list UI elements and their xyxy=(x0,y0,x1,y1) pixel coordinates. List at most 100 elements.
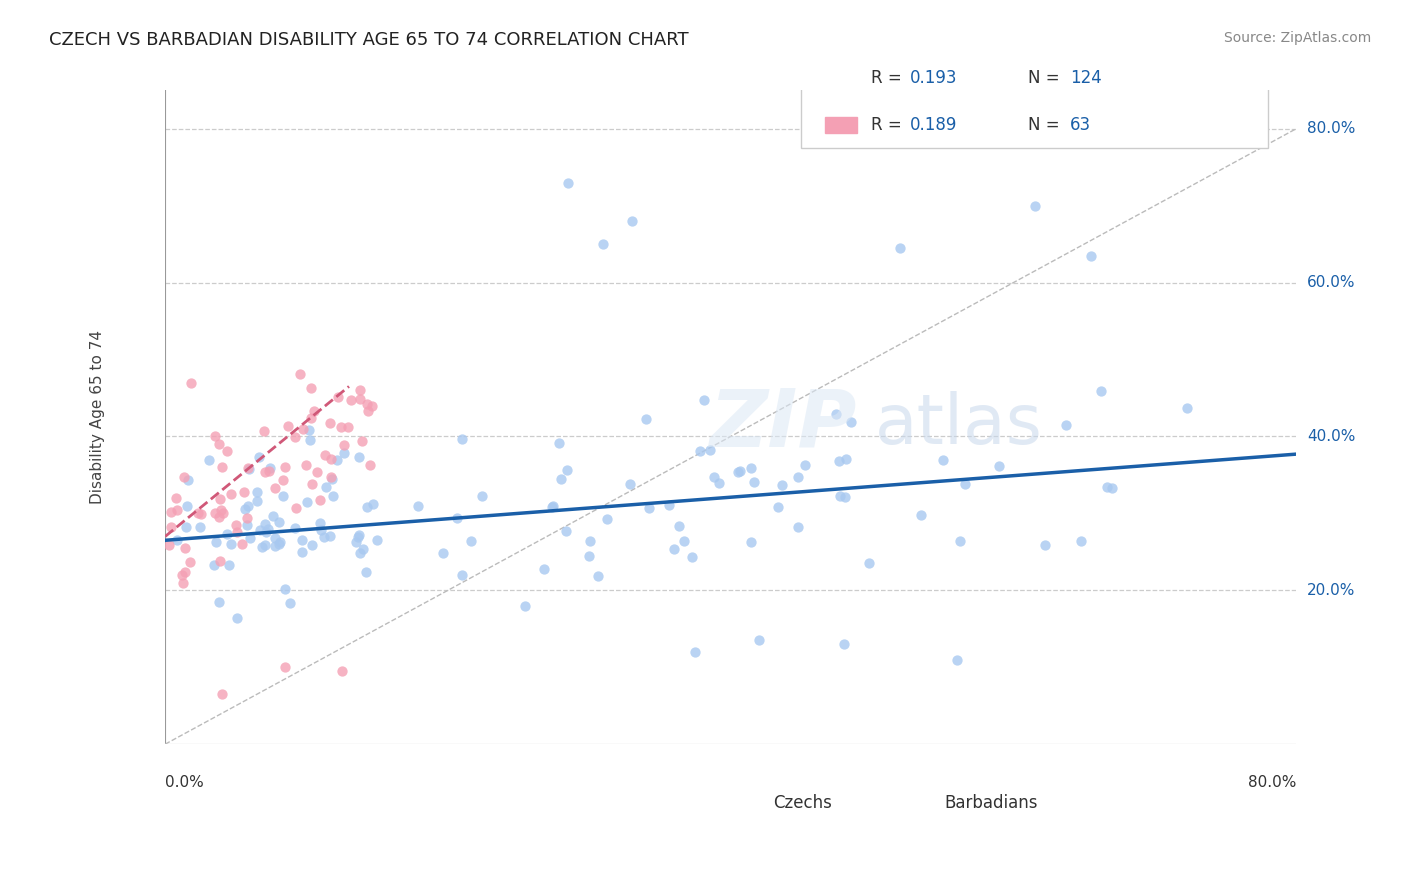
Point xyxy=(946,652,969,666)
Point xyxy=(309,523,332,537)
Point xyxy=(319,529,342,543)
Point xyxy=(766,500,789,514)
Point xyxy=(356,500,378,514)
Point xyxy=(352,541,374,556)
Point xyxy=(160,505,183,519)
Point xyxy=(208,437,231,451)
Point xyxy=(314,530,336,544)
Text: 20.0%: 20.0% xyxy=(1308,582,1355,598)
Point xyxy=(619,477,641,491)
Point xyxy=(592,237,614,252)
Point xyxy=(839,415,862,429)
Point xyxy=(347,528,370,542)
Point xyxy=(299,411,322,425)
Point xyxy=(689,444,711,458)
Point xyxy=(787,469,810,483)
Point xyxy=(748,633,770,648)
Point xyxy=(319,470,342,484)
Point xyxy=(209,554,232,568)
Point xyxy=(246,484,269,499)
Point xyxy=(547,436,569,450)
Point xyxy=(204,429,226,443)
Point xyxy=(366,533,388,547)
Point xyxy=(330,664,353,678)
Point xyxy=(233,502,256,516)
Point xyxy=(356,396,378,410)
Point xyxy=(174,565,197,579)
Point xyxy=(825,407,848,421)
Point xyxy=(238,462,260,476)
Text: 0.193: 0.193 xyxy=(910,70,957,87)
Point xyxy=(253,424,276,438)
Point xyxy=(354,565,377,579)
Point xyxy=(336,420,359,434)
Point xyxy=(180,376,202,390)
Point xyxy=(361,497,384,511)
Point xyxy=(274,459,297,474)
Point xyxy=(347,530,370,544)
Point xyxy=(636,412,658,426)
Point xyxy=(274,660,297,674)
Point xyxy=(208,510,231,524)
Point xyxy=(672,534,695,549)
Point xyxy=(295,495,318,509)
Point xyxy=(328,390,350,404)
Point xyxy=(273,473,295,487)
Text: atlas: atlas xyxy=(875,392,1043,458)
Point xyxy=(246,493,269,508)
Point xyxy=(620,214,643,228)
Point xyxy=(302,404,325,418)
Point xyxy=(257,464,280,478)
Point xyxy=(638,500,661,515)
Point xyxy=(307,465,329,479)
Point xyxy=(217,527,239,541)
Point xyxy=(172,576,194,591)
Point xyxy=(238,461,260,475)
Point xyxy=(315,480,337,494)
Point xyxy=(257,522,280,536)
Point xyxy=(360,399,382,413)
Point xyxy=(834,491,856,505)
Text: Source: ZipAtlas.com: Source: ZipAtlas.com xyxy=(1223,31,1371,45)
Point xyxy=(540,500,562,514)
Point xyxy=(277,419,299,434)
Point xyxy=(828,454,851,468)
Point xyxy=(333,438,356,452)
Point xyxy=(301,477,323,491)
Point xyxy=(198,453,221,467)
Point xyxy=(557,176,579,190)
Point xyxy=(247,450,270,465)
Point xyxy=(284,430,307,444)
Text: 80.0%: 80.0% xyxy=(1308,121,1355,136)
Point xyxy=(727,465,749,479)
Point xyxy=(554,524,576,538)
Point xyxy=(322,489,344,503)
Point xyxy=(225,525,247,540)
Point xyxy=(262,508,284,523)
Point xyxy=(215,443,238,458)
Point xyxy=(406,500,429,514)
Point xyxy=(770,478,793,492)
Point xyxy=(298,433,321,447)
Text: Disability Age 65 to 74: Disability Age 65 to 74 xyxy=(90,330,105,504)
Point xyxy=(347,450,370,464)
Point xyxy=(858,557,880,571)
Point xyxy=(165,491,187,505)
Point xyxy=(1095,480,1118,494)
Point xyxy=(344,534,367,549)
Point xyxy=(333,446,356,460)
Point xyxy=(533,561,555,575)
Point xyxy=(285,501,308,516)
Text: R =: R = xyxy=(870,70,907,87)
Point xyxy=(238,499,260,513)
Point xyxy=(205,534,228,549)
Point xyxy=(910,508,932,522)
Point xyxy=(173,470,195,484)
Point xyxy=(204,506,226,520)
Point xyxy=(703,470,725,484)
Text: 0.0%: 0.0% xyxy=(166,775,204,789)
Point xyxy=(174,520,197,534)
Point xyxy=(211,459,233,474)
FancyBboxPatch shape xyxy=(724,794,763,811)
Point xyxy=(740,534,762,549)
